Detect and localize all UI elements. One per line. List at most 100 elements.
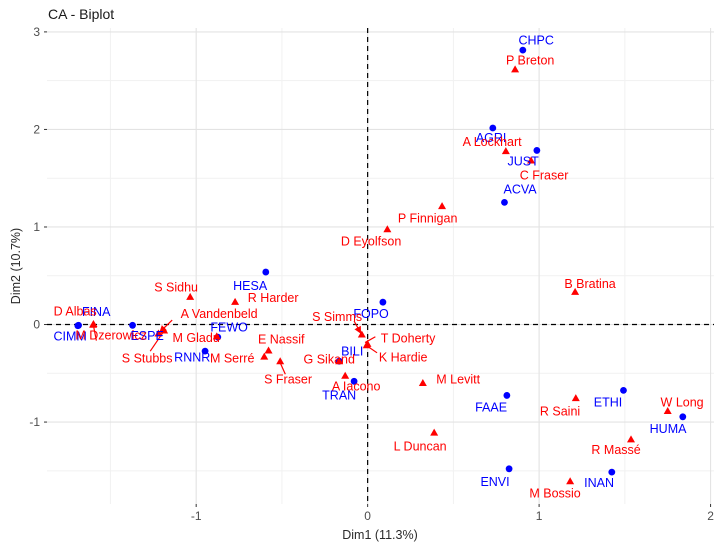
committee-label-agri: AGRI: [476, 131, 507, 145]
committee-label-huma: HUMA: [650, 422, 687, 436]
member-point-p-breton: [511, 65, 520, 73]
committee-label-hesa: HESA: [233, 279, 268, 293]
member-label-s-stubbs: S Stubbs: [122, 352, 173, 366]
member-label-s-sidhu: S Sidhu: [154, 280, 198, 294]
member-point-p-finnigan: [438, 202, 447, 210]
committee-point-ethi: [620, 386, 627, 394]
member-point-s-fraser: [276, 357, 285, 365]
committee-label-fina: FINA: [82, 305, 111, 319]
committee-point-chpc: [519, 46, 527, 54]
committee-point-espe: [129, 321, 136, 329]
member-label-r-saini: R Saini: [540, 405, 580, 419]
x-tick-label: 0: [364, 509, 371, 523]
committee-label-espe: ESPE: [130, 329, 163, 343]
leader-line-a-vandenbeld: [159, 319, 173, 333]
axis-layer: -1 0 1 2 -1 0 1 2 3: [29, 25, 714, 523]
member-label-r-massé: R Massé: [591, 443, 640, 457]
member-label-m-serré: M Serré: [210, 352, 255, 366]
member-point-s-stubbs: [160, 326, 169, 334]
y-tick-label: 3: [33, 25, 40, 39]
committee-label-just: JUST: [508, 155, 540, 169]
committee-label-cimm: CIMM: [53, 329, 86, 343]
committee-point-faae: [503, 392, 511, 399]
member-label-t-doherty: T Doherty: [381, 331, 436, 345]
member-label-c-fraser: C Fraser: [520, 168, 569, 182]
member-label-e-nassif: E Nassif: [258, 332, 305, 346]
member-point-c-fraser: [527, 156, 536, 164]
member-point-r-saini: [571, 394, 580, 402]
member-label-s-fraser: S Fraser: [264, 373, 312, 387]
member-label-g-sikand: G Sikand: [304, 352, 355, 366]
x-tick-label: 2: [707, 509, 714, 523]
member-point-m-dzerowicz: [89, 320, 98, 328]
member-point-a-lockhart: [501, 147, 510, 155]
leader-line-s-fraser: [279, 363, 286, 375]
committee-point-envi: [505, 465, 513, 473]
member-point-k-hardie: [362, 341, 371, 349]
member-point-r-massé: [627, 435, 636, 443]
chart-title: CA - Biplot: [48, 6, 114, 22]
y-axis-title: Dim2 (10.7%): [9, 228, 23, 304]
member-label-p-breton: P Breton: [506, 53, 554, 67]
committee-point-inan: [608, 468, 616, 476]
member-point-m-serré: [260, 352, 269, 360]
member-label-r-harder: R Harder: [248, 291, 299, 305]
committee-point-hesa: [262, 268, 270, 276]
committee-label-bili: BILI: [341, 345, 363, 359]
committee-label-faae: FAAE: [475, 401, 507, 415]
member-point-g-sikand: [335, 357, 344, 365]
member-point-b-bratina: [571, 287, 580, 295]
committee-point-tran: [350, 377, 358, 385]
member-label-m-bossio: M Bossio: [529, 486, 580, 500]
committee-label-tran: TRAN: [322, 389, 356, 403]
member-label-a-vandenbeld: A Vandenbeld: [181, 307, 258, 321]
committee-label-rnnr: RNNR: [174, 351, 210, 365]
member-label-l-duncan: L Duncan: [394, 440, 447, 454]
committee-label-envi: ENVI: [480, 475, 509, 489]
member-point-l-duncan: [430, 428, 439, 436]
member-label-a-iacono: A Iacono: [332, 380, 381, 394]
member-point-s-simms: [357, 330, 366, 338]
y-tick-label: 0: [33, 318, 40, 332]
member-point-m-gladu: [212, 332, 221, 340]
y-tick-label: -1: [29, 415, 40, 429]
member-label-p-finnigan: P Finnigan: [398, 212, 458, 226]
member-label-w-long: W Long: [661, 396, 704, 410]
member-label-a-lockhart: A Lockhart: [463, 135, 523, 149]
committee-label-inan: INAN: [584, 476, 614, 490]
committee-point-fopo: [379, 298, 387, 306]
member-point-m-levitt: [418, 379, 427, 387]
committee-point-acva: [501, 199, 508, 206]
committee-point-rnnr: [201, 347, 209, 355]
committee-point-just: [533, 147, 541, 154]
data-points-layer: [74, 46, 687, 485]
x-tick-label: -1: [191, 509, 202, 523]
member-point-r-harder: [231, 297, 240, 305]
x-axis-title: Dim1 (11.3%): [342, 528, 417, 542]
leader-line-m-dzerowicz: [93, 327, 97, 341]
member-label-m-dzerowicz: M Dzerowicz: [75, 328, 147, 342]
committee-label-ethi: ETHI: [594, 396, 622, 410]
member-label-k-hardie: K Hardie: [379, 351, 428, 365]
member-point-w-long: [663, 406, 672, 414]
reference-lines-layer: [47, 28, 714, 504]
committee-point-agri: [489, 124, 497, 132]
member-label-m-levitt: M Levitt: [436, 373, 480, 387]
member-label-b-bratina: B Bratina: [564, 277, 615, 291]
committee-point-huma: [679, 413, 687, 421]
committee-label-fopo: FOPO: [353, 307, 389, 321]
member-point-s-sidhu: [186, 292, 195, 300]
member-point-a-vandenbeld: [154, 329, 163, 337]
committee-label-chpc: CHPC: [518, 34, 553, 48]
y-tick-label: 2: [33, 122, 40, 136]
member-label-d-eyolfson: D Eyolfson: [341, 234, 401, 248]
leader-line-s-simms: [353, 320, 362, 334]
committee-point-cimm: [74, 322, 82, 330]
y-tick-label: 1: [33, 220, 40, 234]
member-label-m-gladu: M Gladu: [173, 331, 220, 345]
member-point-a-iacono: [341, 371, 350, 379]
committee-label-acva: ACVA: [504, 182, 538, 196]
